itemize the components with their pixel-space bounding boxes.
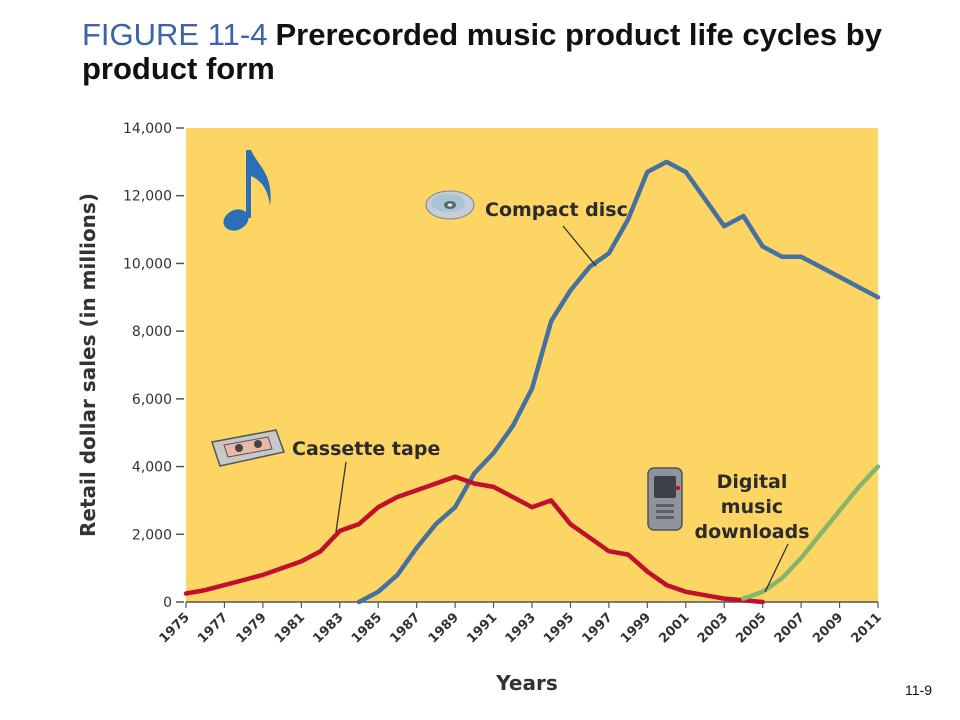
x-tick-label: 1991 [464,610,500,646]
compact-disc-leader-line [562,225,597,267]
x-tick-label: 2003 [695,610,731,646]
x-tick-label: 1987 [387,610,423,646]
digital-downloads-label-line: downloads [694,521,809,543]
cassette-tape-label: Cassette tape [292,438,440,460]
digital-downloads-label-line: music [721,496,783,518]
x-tick-label: 1993 [503,610,539,646]
figure-title: Prerecorded music product life cycles by… [82,17,882,86]
y-tick-label: 6,000 [132,392,172,408]
x-tick-label: 1997 [580,610,616,646]
x-tick-label: 2007 [772,610,808,646]
y-tick-label: 12,000 [123,189,172,205]
compact-disc-icon [425,190,475,220]
y-tick-label: 10,000 [123,256,172,272]
x-tick-label: 1985 [349,610,385,646]
x-tick-label: 1983 [310,610,346,646]
slide-title: FIGURE 11-4 Prerecorded music product lif… [82,18,942,86]
y-tick-label: 0 [163,595,172,611]
compact-disc-label: Compact disc [485,199,628,221]
x-tick-label: 1979 [234,610,270,646]
compact-disc-series-line [356,159,881,605]
x-tick-label: 1981 [272,610,308,646]
music-note-icon [223,150,271,231]
digital-downloads-label-line: Digital [717,471,788,493]
y-tick-label: 8,000 [132,324,172,340]
x-tick-label: 2009 [810,610,846,646]
x-tick-label: 1977 [195,610,231,646]
y-tick-label: 14,000 [123,121,172,137]
cassette-tape-series-line [183,474,765,605]
cassette-tape-icon [211,429,285,467]
figure-label: FIGURE 11-4 [82,17,268,52]
x-tick-label: 1999 [618,610,654,646]
page-number: 11-9 [905,682,932,698]
x-tick-label: 1995 [541,610,577,646]
digital-music-player-icon [647,467,683,531]
x-axis-title: Years [495,671,557,695]
plot-background [186,128,878,602]
y-axis-title: Retail dollar sales (in millions) [76,193,100,537]
y-tick-label: 2,000 [132,527,172,543]
cassette-tape-leader-line [335,461,347,533]
digital-downloads-leader-line [764,543,789,593]
x-tick-label: 2011 [849,610,885,646]
x-tick-label: 2001 [656,610,692,646]
x-tick-label: 2005 [733,610,769,646]
y-tick-label: 4,000 [132,460,172,476]
x-tick-label: 1975 [157,610,193,646]
series-annotations: Compact disc Cassette tape Digital music dow… [292,199,810,593]
x-tick-label: 1989 [426,610,462,646]
